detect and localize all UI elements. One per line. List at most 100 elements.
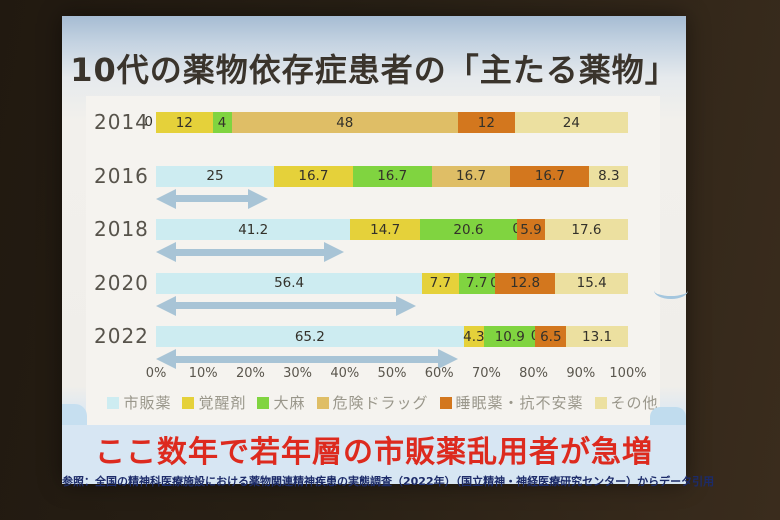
segment-value-label: 4.3	[463, 328, 485, 345]
chart-panel: 2014 0 12 4 48 12 24 2016 25 16.7 16.7 16.7 16.7 8.3 2…	[86, 96, 660, 425]
legend-label: 睡眠薬・抗不安薬	[455, 394, 584, 412]
arrowhead-icon	[396, 295, 417, 316]
segment-value-label: 16.7	[456, 168, 487, 184]
growth-arrow	[156, 242, 345, 262]
bar-segment: 48	[231, 112, 459, 133]
legend-swatch	[107, 396, 120, 409]
bar-row: 25 16.7 16.7 16.7 16.7 8.3	[156, 165, 629, 187]
legend-label: その他	[610, 394, 659, 412]
segment-value-label: 16.7	[534, 168, 565, 184]
axis-tick-label: 60%	[424, 366, 454, 381]
bar-segment: 65.2	[156, 326, 464, 347]
bar-segment: 25	[156, 165, 274, 187]
axis-tick-label: 90%	[566, 366, 596, 381]
bar-row: 41.2 14.7 20.6 05.9 17.6	[156, 219, 628, 240]
segment-value-label: 15.4	[576, 275, 607, 291]
category-label: 2016	[94, 163, 149, 188]
axis-tick-label: 100%	[609, 366, 647, 381]
slide: 10代の薬物依存症患者の「主たる薬物」 2014 0 12 4 48 12 24 2016 25…	[62, 16, 714, 488]
segment-value-label: 7.7	[429, 275, 452, 291]
legend-swatch	[257, 396, 270, 409]
zero-value-label: 0	[531, 328, 540, 344]
segment-value-label: 12.8	[510, 275, 541, 291]
slide-title: 10代の薬物依存症患者の「主たる薬物」	[70, 51, 678, 89]
arrow-shaft	[169, 195, 255, 202]
segment-value-label: 24	[562, 114, 580, 131]
legend-swatch	[594, 396, 607, 409]
arrow-shaft	[169, 302, 404, 309]
bar-segment: 16.7	[510, 165, 590, 187]
segment-value-label: 25	[206, 168, 224, 184]
bar-segment: 6.5	[535, 326, 567, 347]
segment-value-label: 10.9	[494, 328, 525, 345]
zero-value-label: 0	[512, 221, 521, 237]
legend-item: 危険ドラッグ	[316, 392, 429, 413]
bar-segment: 4	[212, 112, 232, 133]
category-label: 2014	[94, 110, 149, 134]
arrowhead-icon	[156, 188, 176, 209]
bar-row: 56.47.77.7012.815.4	[156, 272, 628, 294]
bar-segment: 7.7	[422, 272, 459, 294]
growth-arrow	[156, 349, 458, 369]
bar-segment: 8.3	[589, 165, 629, 187]
segment-value-label: 56.4	[274, 275, 305, 291]
axis-tick-label: 30%	[283, 366, 313, 381]
bar-segment: 7.7	[458, 272, 495, 294]
segment-value-label: 13.1	[582, 328, 613, 345]
headline-text: ここ数年で若年層の市販薬乱用者が急増	[95, 435, 653, 470]
chart-legend: 市販薬 覚醒剤 大麻 危険ドラッグ 睡眠薬・抗不安薬 その他	[107, 392, 658, 413]
segment-value-label: 16.7	[298, 168, 329, 184]
legend-item: 覚醒剤	[182, 392, 246, 413]
wave-decoration-left	[62, 404, 87, 425]
highlight-banner: ここ数年で若年層の市販薬乱用者が急増 参照：全国の精神科医療施設における薬物関連…	[62, 425, 714, 488]
legend-label: 危険ドラッグ	[332, 394, 429, 412]
bar-segment: 12	[458, 112, 515, 133]
segment-value-label: 16.7	[377, 168, 408, 184]
reference-note: 参照：全国の精神科医療施設における薬物関連精神疾患の実態調査（2022年）（国立…	[62, 475, 715, 488]
segment-value-label: 12	[175, 114, 193, 131]
bar-segment: 12.8	[494, 272, 556, 294]
axis-tick-label: 10%	[188, 366, 218, 381]
wave-decoration-icon	[654, 282, 688, 299]
axis-tick-label: 40%	[330, 366, 360, 381]
segment-value-label: 20.6	[453, 221, 484, 238]
legend-item: 睡眠薬・抗不安薬	[439, 392, 584, 413]
arrowhead-icon	[156, 242, 176, 262]
arrowhead-icon	[248, 188, 268, 209]
bar-segment: 5.9	[517, 219, 545, 240]
arrowhead-icon	[437, 349, 458, 369]
legend-swatch	[439, 396, 452, 409]
stacked-bar-chart: 2014 0 12 4 48 12 24 2016 25 16.7 16.7 16.7 16.7 8.3 2…	[86, 96, 660, 425]
segment-value-label: 65.2	[294, 328, 325, 345]
axis-tick-label: 80%	[519, 366, 549, 381]
legend-label: 覚醒剤	[198, 394, 247, 412]
bar-segment: 17.6	[544, 219, 628, 240]
axis-tick-label: 0%	[145, 366, 167, 381]
bar-segment: 41.2	[156, 219, 351, 240]
segment-value-label: 12	[477, 114, 495, 131]
arrowhead-icon	[156, 295, 176, 316]
bar-segment: 16.7	[352, 165, 432, 187]
axis-tick-label: 70%	[471, 366, 501, 381]
bar-segment: 12	[156, 112, 213, 133]
bar-segment: 24	[514, 112, 628, 133]
segment-value-label: 14.7	[370, 221, 401, 238]
category-label: 2018	[94, 217, 149, 241]
bar-segment: 15.4	[555, 272, 628, 294]
legend-item: 市販薬	[107, 392, 171, 413]
segment-value-label: 6.5	[540, 328, 562, 345]
bar-segment: 20.6	[419, 219, 518, 240]
growth-arrow	[156, 295, 417, 316]
growth-arrow	[156, 188, 268, 209]
legend-swatch	[182, 396, 195, 409]
bar-segment: 56.4	[156, 272, 423, 294]
segment-value-label: 8.3	[598, 168, 620, 184]
axis-tick-label: 50%	[377, 366, 407, 381]
segment-value-label: 17.6	[571, 221, 602, 238]
legend-label: 市販薬	[123, 394, 172, 412]
arrowhead-icon	[156, 349, 176, 369]
bar-segment: 4.3	[463, 326, 485, 347]
arrowhead-icon	[324, 242, 345, 262]
x-axis: 0% 10% 20% 30% 40% 50% 60% 70% 80% 90% 100%	[146, 366, 647, 382]
